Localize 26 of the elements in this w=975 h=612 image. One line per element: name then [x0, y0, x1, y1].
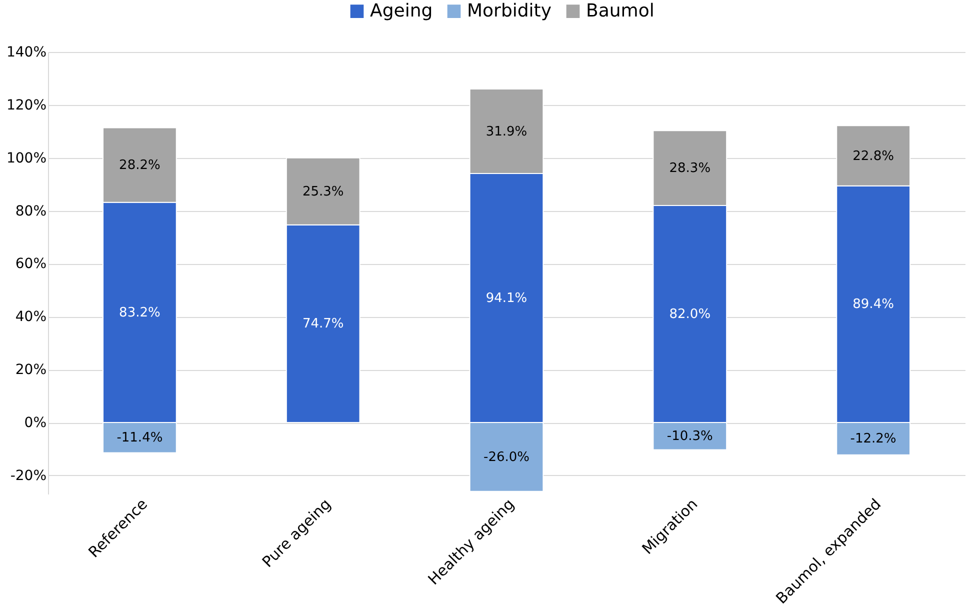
- data-label: 74.7%: [302, 316, 344, 332]
- data-label: 25.3%: [302, 184, 344, 200]
- y-tick-label: 20%: [15, 362, 46, 378]
- data-label: -10.3%: [666, 429, 713, 444]
- data-label: 31.9%: [486, 124, 528, 140]
- data-label: 28.3%: [669, 161, 711, 176]
- y-tick-label: 40%: [15, 309, 46, 326]
- y-tick-label: 140%: [6, 44, 46, 60]
- legend-label: Baumol: [586, 0, 654, 22]
- data-label: 82.0%: [669, 307, 711, 322]
- legend-label: Ageing: [370, 0, 433, 22]
- data-label: -11.4%: [116, 430, 163, 446]
- data-label: 22.8%: [852, 148, 894, 164]
- data-label: 28.2%: [119, 158, 160, 174]
- y-tick-label: 0%: [24, 415, 46, 432]
- data-label: 89.4%: [852, 297, 894, 312]
- data-label: 94.1%: [486, 291, 528, 306]
- data-label: -26.0%: [484, 450, 530, 465]
- data-label: -12.2%: [850, 432, 896, 447]
- y-tick-label: 100%: [6, 150, 46, 166]
- legend-label: Morbidity: [467, 0, 552, 22]
- y-tick-label: 80%: [15, 203, 46, 220]
- y-tick-label: -20%: [10, 468, 46, 484]
- y-tick-label: 120%: [6, 97, 46, 114]
- data-label: 83.2%: [119, 305, 160, 320]
- y-tick-label: 60%: [15, 256, 46, 272]
